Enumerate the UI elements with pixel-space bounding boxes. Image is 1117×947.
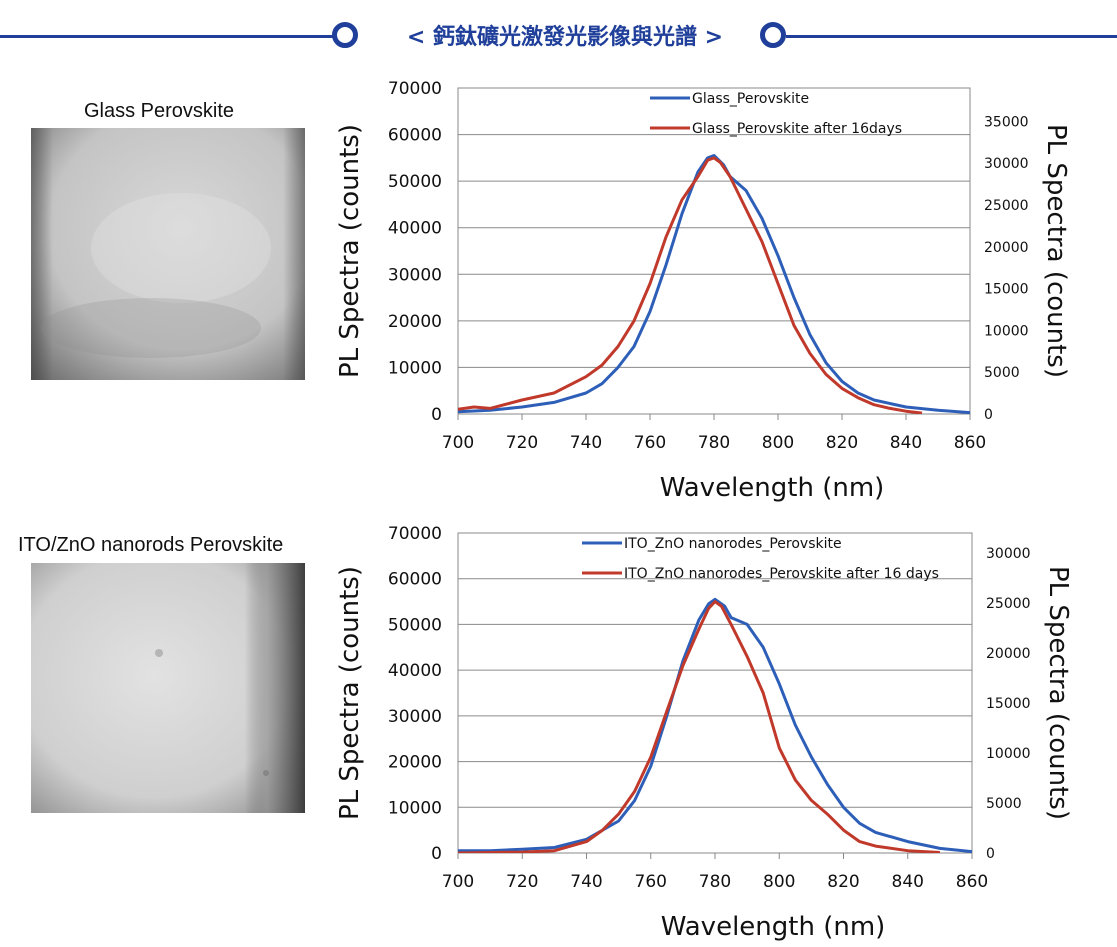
photo-label-glass: Glass Perovskite (84, 100, 235, 122)
y-tick-label: 70000 (388, 79, 442, 99)
y2-tick-label: 0 (984, 407, 993, 423)
y2-tick-label: 35000 (984, 114, 1029, 130)
banner-line-left (0, 35, 338, 38)
y-tick-label: 70000 (388, 524, 442, 544)
x-tick-label: 820 (826, 433, 858, 453)
x-tick-label: 840 (892, 872, 924, 892)
x-tick-label: 760 (634, 433, 666, 453)
ito-zno-perovskite-image (31, 563, 305, 813)
y-tick-label: 20000 (388, 753, 442, 773)
y-tick-label: 50000 (388, 172, 442, 192)
y2-tick-label: 10000 (984, 323, 1029, 339)
x-tick-label: 820 (827, 872, 859, 892)
x-tick-label: 780 (698, 433, 730, 453)
y-tick-label: 60000 (388, 570, 442, 590)
x-axis-label: Wavelength (nm) (661, 912, 886, 942)
y-tick-label: 10000 (388, 358, 442, 378)
x-tick-label: 860 (954, 433, 986, 453)
y2-axis-label: PL Spectra (counts) (1041, 124, 1071, 378)
x-tick-label: 760 (635, 872, 667, 892)
y-tick-label: 0 (431, 405, 442, 425)
y2-tick-label: 25000 (984, 198, 1029, 214)
x-tick-label: 740 (570, 872, 602, 892)
y2-axis-label: PL Spectra (counts) (1043, 566, 1073, 820)
y-tick-label: 30000 (388, 707, 442, 727)
legend-label-1: Glass_Perovskite (692, 91, 809, 107)
y-axis-label: PL Spectra (counts) (335, 124, 365, 378)
y2-tick-label: 10000 (986, 746, 1031, 762)
banner-title: < 鈣鈦礦光激發光影像與光譜 > (406, 25, 724, 50)
series-line-2 (458, 600, 940, 853)
y-tick-label: 50000 (388, 615, 442, 635)
y-tick-label: 10000 (388, 798, 442, 818)
y-tick-label: 20000 (388, 312, 442, 332)
pl-spectra-chart-glass: 0 10000 20000 30000 40000 50000 60000 70000 0 500… (335, 79, 1071, 503)
x-axis-label: Wavelength (nm) (660, 473, 885, 503)
x-tick-label: 860 (956, 872, 988, 892)
y-tick-label: 40000 (388, 661, 442, 681)
y-tick-label: 60000 (388, 126, 442, 146)
banner: < 鈣鈦礦光激發光影像與光譜 > (0, 0, 1117, 70)
series-line-1 (458, 597, 972, 853)
legend-label-2: ITO_ZnO nanorodes_Perovskite after 16 da… (624, 566, 939, 582)
y2-tick-label: 30000 (986, 546, 1031, 562)
x-tick-label: 700 (442, 433, 474, 453)
x-tick-label: 800 (763, 872, 795, 892)
y-tick-label: 30000 (388, 265, 442, 285)
banner-circle-left-icon (332, 22, 358, 48)
y2-tick-label: 15000 (984, 282, 1029, 298)
y2-tick-label: 20000 (984, 240, 1029, 256)
y2-tick-label: 15000 (986, 696, 1031, 712)
y2-tick-label: 0 (986, 846, 995, 862)
x-tick-label: 720 (506, 872, 538, 892)
legend-label-1: ITO_ZnO nanorodes_Perovskite (624, 536, 842, 552)
series-line-2 (458, 156, 923, 414)
x-tick-label: 780 (699, 872, 731, 892)
photo-label-ito: ITO/ZnO nanorods Perovskite (18, 534, 284, 556)
x-tick-label: 740 (570, 433, 602, 453)
x-tick-label: 720 (506, 433, 538, 453)
x-tick-label: 800 (762, 433, 794, 453)
y2-tick-label: 20000 (986, 646, 1031, 662)
y2-tick-label: 5000 (984, 365, 1020, 381)
x-tick-label: 700 (442, 872, 474, 892)
y-tick-label: 40000 (388, 219, 442, 239)
banner-circle-right-icon (760, 22, 786, 48)
legend-label-2: Glass_Perovskite after 16days (692, 121, 902, 137)
y2-tick-label: 25000 (986, 596, 1031, 612)
x-tick-label: 840 (890, 433, 922, 453)
glass-perovskite-image (31, 128, 305, 380)
y2-tick-label: 5000 (986, 796, 1022, 812)
y-tick-label: 0 (431, 844, 442, 864)
y-axis-label: PL Spectra (counts) (335, 566, 365, 820)
banner-line-right (786, 35, 1117, 38)
y2-tick-label: 30000 (984, 156, 1029, 172)
